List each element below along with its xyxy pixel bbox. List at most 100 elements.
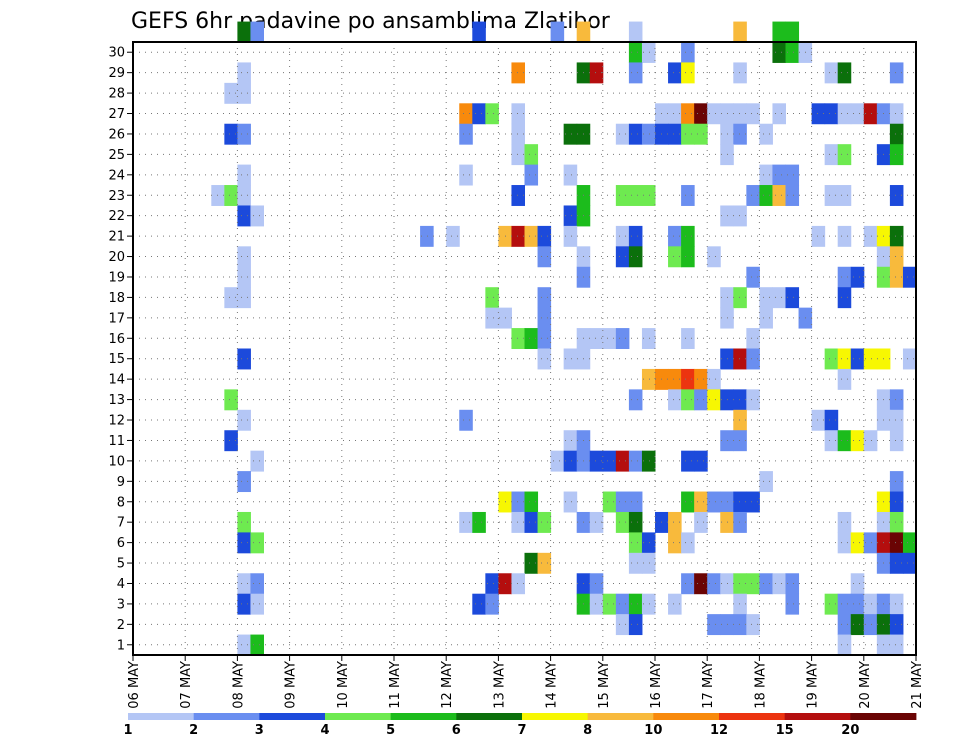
heatmap-cell bbox=[850, 103, 865, 125]
x-tick-label: 14 MAY bbox=[545, 661, 560, 709]
heatmap-cell bbox=[759, 185, 773, 206]
plot-grid bbox=[133, 42, 916, 655]
heatmap-cell bbox=[615, 511, 630, 533]
heatmap-cell bbox=[733, 62, 747, 84]
heatmap-cell bbox=[681, 246, 695, 268]
y-tick-label: 22 bbox=[108, 209, 125, 224]
heatmap-cell bbox=[459, 123, 473, 145]
heatmap-cell bbox=[237, 532, 251, 554]
heatmap-cell bbox=[850, 348, 865, 370]
heatmap-cell bbox=[628, 246, 643, 268]
colorbar-swatch bbox=[259, 713, 326, 720]
heatmap-cell bbox=[641, 532, 656, 554]
heatmap-cell bbox=[889, 144, 904, 166]
colorbar-label: 7 bbox=[517, 723, 526, 738]
y-tick-label: 29 bbox=[108, 66, 125, 81]
heatmap-cell bbox=[628, 62, 643, 84]
y-tick-label: 1 bbox=[117, 638, 125, 653]
heatmap-cell bbox=[772, 573, 786, 595]
heatmap-cell bbox=[524, 164, 539, 186]
heatmap-cell bbox=[459, 511, 473, 533]
heatmap-cell bbox=[707, 103, 721, 125]
y-tick-label: 12 bbox=[108, 414, 125, 429]
heatmap-cell bbox=[524, 144, 539, 166]
heatmap-cell bbox=[250, 573, 264, 595]
y-tick-label: 17 bbox=[108, 311, 125, 326]
y-tick-label: 24 bbox=[108, 168, 125, 183]
heatmap-cell bbox=[785, 164, 800, 186]
colorbar-label: 15 bbox=[776, 723, 794, 738]
heatmap-cell bbox=[889, 246, 904, 268]
heatmap-cell bbox=[615, 450, 630, 472]
heatmap-cell bbox=[524, 491, 539, 513]
heatmap-cell bbox=[668, 532, 682, 554]
heatmap-cell bbox=[511, 62, 525, 84]
heatmap-cell bbox=[537, 552, 552, 574]
heatmap-cell bbox=[615, 225, 630, 247]
colorbar-swatch bbox=[653, 713, 720, 720]
heatmap-cell bbox=[524, 225, 539, 247]
heatmap-cell bbox=[472, 511, 486, 533]
heatmap-cell bbox=[628, 185, 643, 206]
heatmap-cell bbox=[681, 389, 695, 411]
heatmap-cell bbox=[759, 164, 773, 186]
y-tick-label: 30 bbox=[108, 46, 125, 61]
heatmap-cell bbox=[224, 287, 238, 309]
heatmap-cell bbox=[694, 103, 708, 125]
heatmap-cell bbox=[511, 491, 525, 513]
heatmap-cell bbox=[237, 266, 251, 288]
heatmap-cell bbox=[563, 430, 578, 452]
heatmap-cell bbox=[824, 103, 839, 125]
heatmap-cell bbox=[511, 225, 525, 247]
heatmap-cell bbox=[746, 491, 760, 513]
colorbar-label: 4 bbox=[320, 723, 329, 738]
heatmap-cell bbox=[811, 225, 826, 247]
colorbar-label: 2 bbox=[189, 723, 198, 738]
heatmap-cell bbox=[628, 21, 643, 43]
heatmap-cell bbox=[694, 368, 708, 390]
heatmap-cell bbox=[668, 246, 682, 268]
heatmap-cell bbox=[733, 614, 747, 636]
heatmap-cell bbox=[863, 430, 878, 452]
heatmap-cell bbox=[250, 21, 264, 43]
y-tick-label: 10 bbox=[108, 454, 125, 469]
heatmap-cell bbox=[889, 634, 904, 656]
heatmap-cell bbox=[824, 185, 839, 206]
heatmap-cell bbox=[237, 471, 251, 493]
heatmap-cell bbox=[694, 511, 708, 533]
heatmap-cell bbox=[889, 614, 904, 636]
heatmap-cell bbox=[472, 21, 486, 43]
heatmap-cell bbox=[237, 593, 251, 615]
heatmap-cell bbox=[746, 614, 760, 636]
heatmap-cell bbox=[615, 123, 630, 145]
colorbar-label: 8 bbox=[583, 723, 592, 738]
x-axis: 06 MAY 07 MAY 08 MAY 09 MAY 10 MAY 11 MAY 12 M… bbox=[127, 655, 925, 709]
heatmap-cell bbox=[681, 123, 695, 145]
heatmap-cell bbox=[837, 266, 852, 288]
heatmap-cell bbox=[863, 348, 878, 370]
heatmap-cell bbox=[485, 573, 499, 595]
heatmap-cell bbox=[681, 450, 695, 472]
heatmap-cell bbox=[772, 185, 786, 206]
colorbar-swatch bbox=[390, 713, 457, 720]
heatmap-cell bbox=[485, 103, 499, 125]
heatmap-cell bbox=[563, 205, 578, 227]
heatmap-cell bbox=[850, 573, 865, 595]
x-tick-label: 17 MAY bbox=[701, 661, 716, 709]
plot-cells bbox=[211, 21, 917, 656]
heatmap-cell bbox=[824, 593, 839, 615]
heatmap-cell bbox=[681, 185, 695, 206]
heatmap-cell bbox=[850, 266, 865, 288]
colorbar-swatch bbox=[522, 713, 589, 720]
heatmap-cell bbox=[237, 164, 251, 186]
heatmap-cell bbox=[237, 634, 251, 656]
y-tick-label: 21 bbox=[108, 230, 125, 245]
heatmap-cell bbox=[589, 328, 604, 349]
heatmap-cell bbox=[889, 62, 904, 84]
heatmap-cell bbox=[602, 593, 617, 615]
heatmap-cell bbox=[446, 225, 460, 247]
x-tick-label: 08 MAY bbox=[231, 661, 246, 709]
heatmap-cell bbox=[863, 593, 878, 615]
heatmap-cell bbox=[837, 103, 852, 125]
heatmap-cell bbox=[668, 389, 682, 411]
